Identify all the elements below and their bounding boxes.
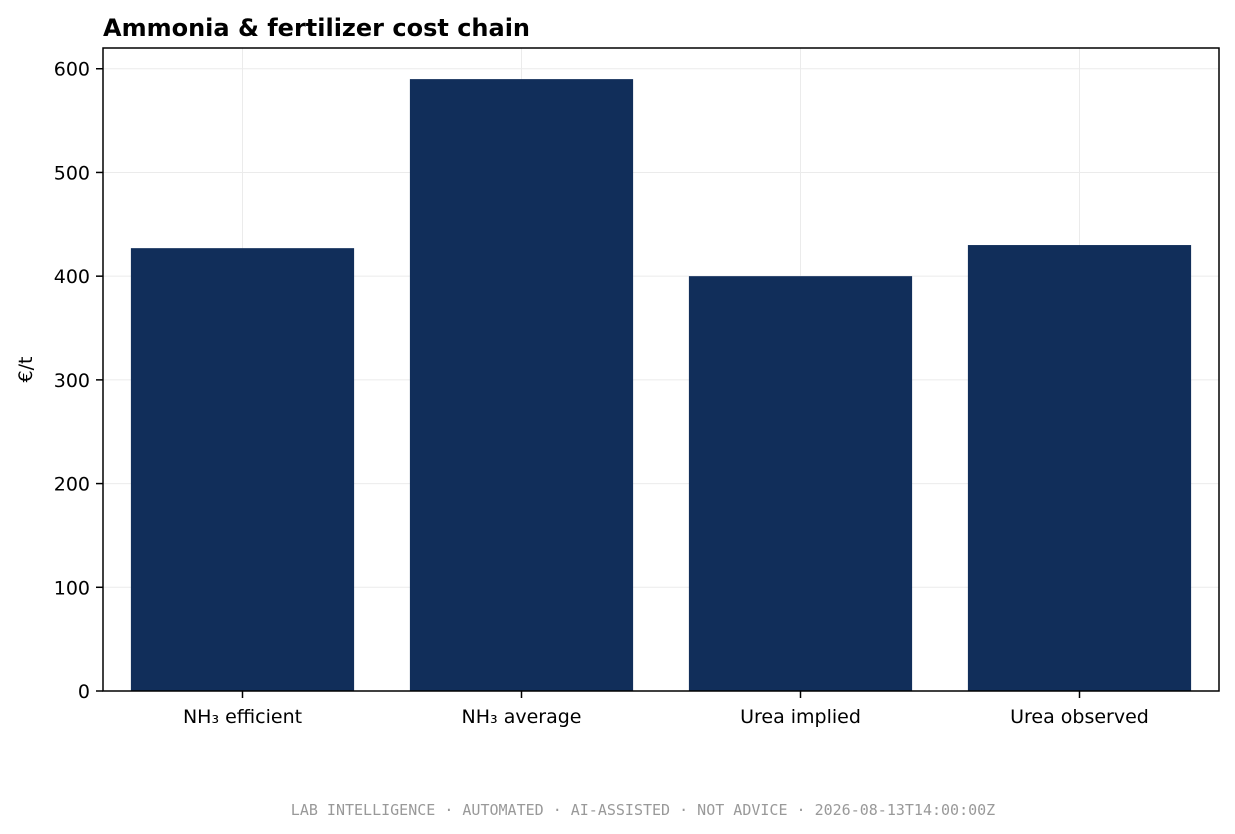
y-tick-label: 500 bbox=[54, 162, 90, 184]
x-tick-label: NH₃ efficient bbox=[183, 706, 302, 728]
x-tick-label: NH₃ average bbox=[462, 706, 582, 728]
bars-layer bbox=[130, 79, 1192, 692]
footer-disclaimer: LAB INTELLIGENCE · AUTOMATED · AI-ASSIST… bbox=[291, 801, 995, 819]
y-axis-label: €/t bbox=[15, 357, 37, 383]
x-tick-label: Urea observed bbox=[1010, 706, 1149, 728]
bar bbox=[967, 245, 1192, 691]
y-tick-label: 200 bbox=[54, 474, 90, 496]
y-tick-label: 400 bbox=[54, 266, 90, 288]
ticks-layer: 0 100 200 300 400 500 600 NH₃ efficient NH₃ aver… bbox=[54, 59, 1149, 728]
y-tick-label: 300 bbox=[54, 370, 90, 392]
y-tick-label: 0 bbox=[78, 681, 90, 703]
bar bbox=[688, 276, 913, 691]
bar bbox=[409, 79, 634, 691]
chart-title: Ammonia & fertilizer cost chain bbox=[103, 14, 530, 42]
y-tick-label: 600 bbox=[54, 59, 90, 81]
y-tick-label: 100 bbox=[54, 577, 90, 599]
x-tick-label: Urea implied bbox=[740, 706, 861, 728]
bar bbox=[130, 248, 355, 692]
axes-frame bbox=[102, 47, 1220, 692]
